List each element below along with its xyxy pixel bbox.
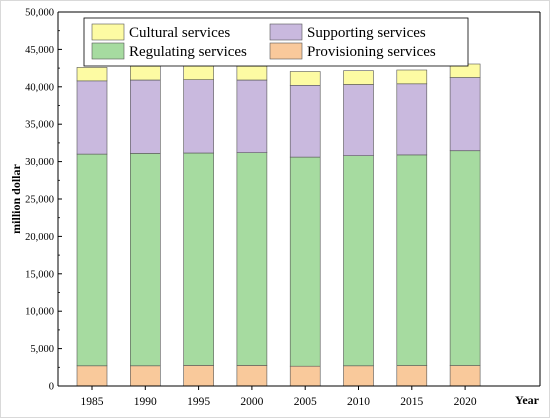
x-tick-label-1985: 1985 xyxy=(81,396,104,408)
y-tick-label-20000: 20,000 xyxy=(25,232,54,243)
bar-segment-cultural-services-1985 xyxy=(76,67,108,82)
legend-swatch-cultural-services xyxy=(91,23,125,41)
legend-label-supporting-services: Supporting services xyxy=(307,25,426,41)
legend: Cultural services Supporting services Regu… xyxy=(83,17,469,67)
bar-segment-provisioning-services-2005 xyxy=(289,365,321,387)
legend-label-cultural-services: Cultural services xyxy=(129,25,230,41)
bar-segment-regulating-services-2010 xyxy=(343,155,374,367)
y-tick-label-5000: 5,000 xyxy=(30,344,54,355)
bar-segment-provisioning-services-2000 xyxy=(236,365,268,387)
legend-swatch-supporting-services xyxy=(269,23,303,41)
y-tick-label-15000: 15,000 xyxy=(25,269,54,280)
y-tick-label-50000: 50,000 xyxy=(25,8,54,19)
y-tick-label-25000: 25,000 xyxy=(25,195,54,206)
bar-segment-provisioning-services-2020 xyxy=(449,365,481,387)
bar-segment-supporting-services-2005 xyxy=(289,85,321,158)
bar-segment-provisioning-services-2015 xyxy=(396,365,428,387)
bar-segment-supporting-services-1985 xyxy=(76,80,108,155)
x-tick-label-1990: 1990 xyxy=(134,396,157,408)
bar-segment-provisioning-services-1995 xyxy=(183,365,214,387)
bar-segment-provisioning-services-1990 xyxy=(130,365,161,387)
x-tick-label-2010: 2010 xyxy=(347,396,370,408)
legend-label-provisioning-services: Provisioning services xyxy=(307,44,436,60)
x-tick-label-2005: 2005 xyxy=(294,396,317,408)
x-tick-label-2020: 2020 xyxy=(454,396,477,408)
x-axis-title: Year xyxy=(515,393,540,407)
y-ticks: 0 5,000 10,000 15,000 20,000 25,000 30,000 35,0… xyxy=(25,8,62,393)
bar-segment-supporting-services-2020 xyxy=(449,77,481,152)
bar-segment-regulating-services-1985 xyxy=(76,153,108,367)
bar-segment-provisioning-services-1985 xyxy=(76,365,108,387)
bar-segment-supporting-services-2010 xyxy=(343,84,374,156)
y-tick-label-40000: 40,000 xyxy=(25,82,54,93)
x-tick-label-2000: 2000 xyxy=(240,396,263,408)
y-axis-title: million dollar xyxy=(9,163,23,233)
bar-segment-regulating-services-2015 xyxy=(396,154,428,366)
bar-segment-cultural-services-1990 xyxy=(130,65,161,81)
bar-segment-regulating-services-2005 xyxy=(289,156,321,367)
bar-segment-supporting-services-2000 xyxy=(236,79,268,153)
bar-segment-supporting-services-2015 xyxy=(396,83,428,156)
bars-layer xyxy=(76,63,481,387)
x-ticks: 1985 1990 1995 2000 2005 2010 2015 2020 xyxy=(81,386,477,408)
bar-segment-cultural-services-1995 xyxy=(183,65,214,81)
y-tick-label-0: 0 xyxy=(49,382,54,393)
bar-segment-cultural-services-2015 xyxy=(396,69,428,85)
y-tick-label-45000: 45,000 xyxy=(25,45,54,56)
x-tick-label-2015: 2015 xyxy=(400,396,423,408)
y-tick-label-10000: 10,000 xyxy=(25,307,54,318)
y-tick-label-35000: 35,000 xyxy=(25,120,54,131)
bar-segment-provisioning-services-2010 xyxy=(343,365,374,387)
bar-segment-supporting-services-1990 xyxy=(130,79,161,154)
bar-segment-cultural-services-2005 xyxy=(289,71,321,86)
legend-label-regulating-services: Regulating services xyxy=(129,44,247,60)
x-tick-label-1995: 1995 xyxy=(187,396,210,408)
bar-segment-regulating-services-2000 xyxy=(236,152,268,366)
y-tick-label-30000: 30,000 xyxy=(25,157,54,168)
legend-swatch-provisioning-services xyxy=(269,42,303,60)
bar-segment-cultural-services-2010 xyxy=(343,70,374,85)
bar-segment-regulating-services-1995 xyxy=(183,152,214,366)
legend-swatch-regulating-services xyxy=(91,42,125,60)
bar-segment-regulating-services-1990 xyxy=(130,153,161,367)
bar-segment-supporting-services-1995 xyxy=(183,79,214,154)
bar-segment-regulating-services-2020 xyxy=(449,150,481,366)
bar-segment-cultural-services-2000 xyxy=(236,65,268,81)
